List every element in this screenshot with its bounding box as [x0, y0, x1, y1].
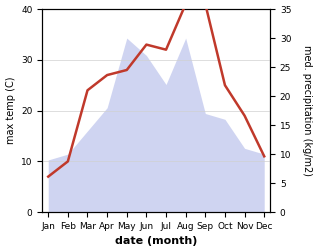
Y-axis label: med. precipitation (kg/m2): med. precipitation (kg/m2) — [302, 45, 313, 176]
Y-axis label: max temp (C): max temp (C) — [5, 77, 16, 144]
X-axis label: date (month): date (month) — [115, 236, 197, 246]
